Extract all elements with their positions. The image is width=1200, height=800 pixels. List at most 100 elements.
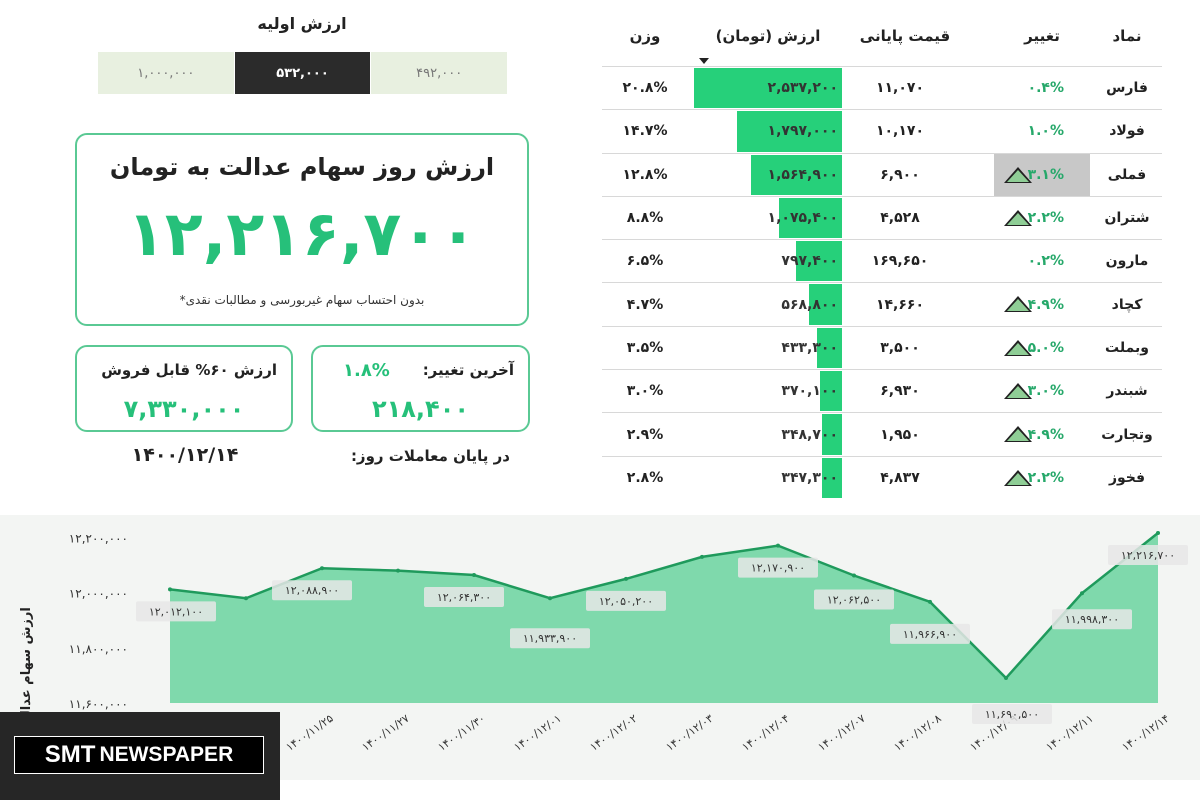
brand-word-2: NEWSPAPER (99, 743, 234, 766)
point-label: ۱۱,۹۹۸,۳۰۰ (1052, 609, 1132, 630)
last-change-card: آخرین تغییر: ۱.۸% ۲۱۸,۴۰۰ (311, 345, 530, 432)
initial-option-492000[interactable]: ۴۹۲,۰۰۰ (370, 52, 508, 94)
point-label-text: ۱۲,۰۵۰,۲۰۰ (599, 595, 653, 608)
row-change-text: ۴.۹% (1027, 296, 1064, 313)
row-value-bar (820, 371, 842, 412)
point-label: ۱۲,۰۶۲,۵۰۰ (814, 589, 894, 610)
data-point (776, 543, 780, 548)
point-label: ۱۱,۹۶۶,۹۰۰ (890, 623, 970, 644)
point-label-text: ۱۱,۹۶۶,۹۰۰ (903, 628, 957, 641)
data-point (928, 599, 932, 604)
header-price[interactable]: قیمت پایانی (859, 27, 951, 45)
series-line (169, 532, 1159, 680)
row-value-bar (816, 327, 842, 369)
row-symbol: فولاد (1109, 123, 1145, 140)
row-change: ۳.۱% (994, 153, 1090, 196)
table-row[interactable]: مارون ۰.۲% ۱۶۹,۶۵۰ ۷۹۷,۴۰۰ ۶.۵% (602, 239, 1162, 282)
initial-value-title: ارزش اولیه (257, 14, 347, 33)
row-change: ۴.۹% (994, 413, 1090, 455)
point-label-text: ۱۲,۰۸۸,۹۰۰ (285, 584, 339, 597)
row-value: ۱,۷۹۷,۰۰۰ (694, 110, 842, 152)
initial-option-532000[interactable]: ۵۳۲,۰۰۰ (233, 52, 371, 94)
series-area (170, 533, 1158, 703)
point-label-box (738, 557, 818, 578)
data-point (1004, 676, 1008, 681)
row-price: ۱۶۹,۶۵۰ (871, 253, 929, 270)
value-history-chart: ۱۱,۶۰۰,۰۰۰ ۱۱,۸۰۰,۰۰۰ ۱۲,۰۰۰,۰۰۰ ۱۲,۲۰۰,۰۰۰… (0, 515, 1200, 780)
row-change-text: ۳.۱% (1027, 166, 1064, 183)
up-triangle-icon (1004, 209, 1032, 226)
data-point (548, 596, 552, 601)
point-label-text: ۱۱,۹۹۸,۳۰۰ (1065, 613, 1119, 626)
data-point (1080, 591, 1084, 596)
last-change-value: ۲۱۸,۴۰۰ (371, 395, 469, 423)
row-value-bar (795, 241, 842, 282)
brand-word-1: SMT (44, 741, 96, 768)
brand-logo: SMT NEWSPAPER (14, 736, 264, 774)
sort-desc-icon[interactable] (699, 58, 709, 64)
initial-value-selector[interactable]: ۱,۰۰۰,۰۰۰ ۵۳۲,۰۰۰ ۴۹۲,۰۰۰ (97, 52, 508, 94)
row-symbol: فخوز (1108, 469, 1146, 486)
data-point (852, 573, 856, 578)
row-symbol: کچاد (1111, 296, 1143, 313)
table-body: فارس ۰.۴% ۱۱,۰۷۰ ۲,۵۳۷,۲۰۰ ۲۰.۸% فولاد ۱.۰% ۱۰,… (602, 66, 1162, 499)
daily-value-title: ارزش روز سهام عدالت به تومان (109, 153, 495, 181)
table-row[interactable]: وتجارت ۴.۹% ۱,۹۵۰ ۳۴۸,۷۰۰ ۲.۹% (602, 412, 1162, 455)
row-value-text: ۷۹۷,۴۰۰ (781, 253, 838, 270)
row-value-bar (821, 457, 842, 498)
row-value: ۳۴۷,۳۰۰ (694, 457, 842, 499)
row-weight: ۳.۵% (626, 339, 664, 356)
row-price: ۳,۵۰۰ (880, 339, 920, 356)
brand-watermark: SMT NEWSPAPER (0, 712, 280, 800)
table-row[interactable]: فملی ۳.۱% ۶,۹۰۰ ۱,۵۶۴,۹۰۰ ۱۲.۸% (602, 152, 1162, 196)
data-point (168, 587, 172, 592)
row-symbol: وتجارت (1101, 426, 1153, 443)
header-weight[interactable]: وزن (629, 27, 661, 45)
table-row[interactable]: فارس ۰.۴% ۱۱,۰۷۰ ۲,۵۳۷,۲۰۰ ۲۰.۸% (602, 66, 1162, 109)
header-value[interactable]: ارزش (تومان) (715, 27, 821, 45)
row-price: ۶,۹۰۰ (880, 166, 920, 183)
initial-option-1000000[interactable]: ۱,۰۰۰,۰۰۰ (97, 52, 234, 94)
table-row[interactable]: وبملت ۵.۰% ۳,۵۰۰ ۴۳۳,۳۰۰ ۳.۵% (602, 325, 1162, 369)
row-weight: ۱۴.۷% (622, 123, 668, 140)
table-row[interactable]: کچاد ۴.۹% ۱۴,۶۶۰ ۵۶۸,۸۰۰ ۴.۷% (602, 282, 1162, 325)
row-value-bar (779, 197, 842, 239)
point-label-box (1052, 609, 1132, 630)
row-change: ۲.۲% (994, 457, 1090, 499)
row-change: ۰.۲% (994, 240, 1090, 282)
point-label-text: ۱۱,۹۳۳,۹۰۰ (523, 632, 577, 645)
data-point (1156, 531, 1160, 535)
point-label: ۱۲,۲۱۶,۷۰۰ (1108, 545, 1188, 565)
row-price: ۱,۹۵۰ (880, 426, 920, 443)
table-header: نماد تغییر قیمت پایانی ارزش (تومان) وزن (602, 18, 1162, 66)
row-value: ۳۴۸,۷۰۰ (694, 413, 842, 455)
table-row[interactable]: فولاد ۱.۰% ۱۰,۱۷۰ ۱,۷۹۷,۰۰۰ ۱۴.۷% (602, 109, 1162, 152)
table-row[interactable]: شبندر ۳.۰% ۶,۹۳۰ ۳۷۰,۱۰۰ ۳.۰% (602, 369, 1162, 412)
row-change: ۳.۰% (994, 370, 1090, 412)
row-change-text: ۲.۲% (1027, 469, 1064, 486)
point-label: ۱۱,۶۹۰,۵۰۰ (972, 704, 1052, 725)
row-value-text: ۵۶۸,۸۰۰ (781, 296, 838, 313)
point-label-box (272, 580, 352, 601)
header-change[interactable]: تغییر (1024, 27, 1060, 45)
point-label-box (890, 623, 970, 644)
row-value-text: ۱,۵۶۴,۹۰۰ (767, 166, 838, 183)
point-label-box (972, 704, 1052, 725)
row-value: ۱,۵۶۴,۹۰۰ (694, 154, 842, 196)
table-row[interactable]: شتران ۲.۲% ۴,۵۲۸ ۱,۰۷۵,۴۰۰ ۸.۸% (602, 195, 1162, 239)
row-weight: ۶.۵% (626, 253, 664, 270)
y-tick-label: ۱۲,۲۰۰,۰۰۰ (69, 532, 128, 546)
row-symbol: شبندر (1106, 383, 1148, 400)
row-weight: ۳.۰% (626, 383, 664, 400)
row-value: ۳۷۰,۱۰۰ (694, 370, 842, 412)
row-change: ۵.۰% (994, 327, 1090, 369)
sellable-value-label: ارزش ۶۰% قابل فروش (101, 361, 277, 379)
row-symbol: وبملت (1105, 339, 1149, 356)
up-triangle-icon (1004, 166, 1032, 183)
point-label-text: ۱۲,۱۷۰,۹۰۰ (751, 562, 805, 575)
header-symbol[interactable]: نماد (1112, 27, 1142, 45)
up-triangle-icon (1004, 383, 1032, 400)
up-triangle-icon (1004, 296, 1032, 313)
table-row[interactable]: فخوز ۲.۲% ۴,۸۳۷ ۳۴۷,۳۰۰ ۲.۸% (602, 455, 1162, 499)
row-price: ۱۴,۶۶۰ (875, 296, 925, 313)
